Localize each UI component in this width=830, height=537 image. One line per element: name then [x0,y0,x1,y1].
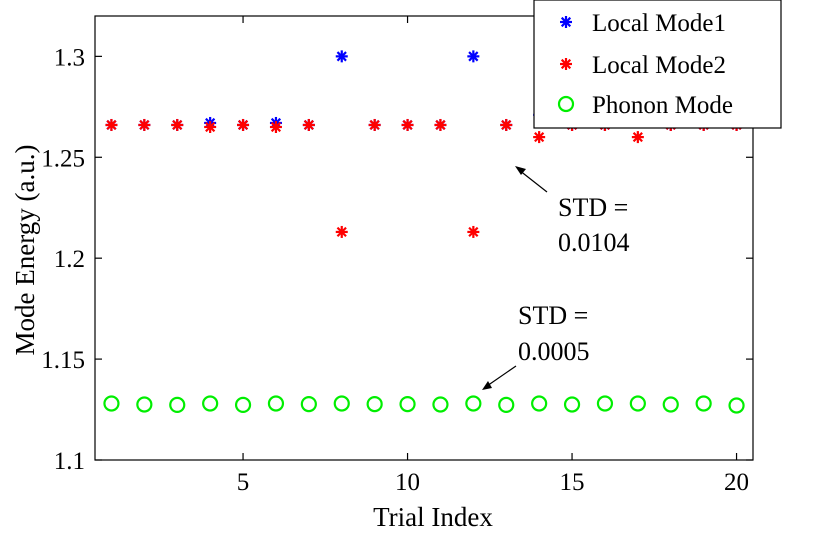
local-mode2-point [204,121,217,133]
legend-label-phonon-mode: Phonon Mode [592,92,733,119]
local-mode2-point [302,118,315,131]
phonon-mode-point [563,396,581,413]
local-mode2-point [269,121,282,133]
phonon-mode-point [728,397,745,414]
phonon-mode-point [432,396,449,413]
std-value-phonon: 0.0005 [518,337,590,366]
local-mode2-point [237,118,250,131]
local-mode2-point [467,225,480,238]
local-mode1-point [467,50,480,63]
local-mode1-point [335,50,348,63]
std-arrow-local-head [515,166,526,175]
y-tick-label: 1.15 [41,347,85,374]
phonon-mode-point [596,395,614,412]
phonon-mode-point [662,396,679,413]
y-axis-title: Mode Energy (a.u.) [10,145,40,356]
y-tick-label: 1.25 [41,145,85,172]
phonon-mode-point [465,395,482,412]
y-tick-label: 1.2 [54,246,85,273]
std-arrow-phonon-shaft [486,365,517,387]
x-tick-label: 10 [395,469,420,496]
local-mode2-point [500,118,513,131]
legend-label-local-mode1: Local Mode1 [592,10,726,37]
std-arrow-phonon-head [482,381,492,390]
phonon-mode-point [103,395,120,412]
y-tick-label: 1.3 [54,44,85,71]
x-tick-label: 20 [724,469,749,496]
legend-box [533,0,782,129]
local-mode2-point [434,118,447,131]
local-mode2-point [533,131,546,144]
y-tick-label: 1.1 [54,448,85,475]
legend-label-local-mode2: Local Mode2 [592,52,726,79]
phonon-mode-point [531,395,548,412]
legend: Local Mode1 Local Mode2 Phonon Mode [533,0,782,129]
x-tick-label: 5 [237,469,250,496]
local-mode2-point [401,118,414,131]
std-label-local: STD = [558,193,628,222]
axis-ticks: 5 10 15 20 1.1 1.15 1.2 1.25 1.3 [41,16,753,496]
phonon-mode-point [629,395,646,412]
phonon-mode-point [267,395,285,412]
phonon-mode-point [202,395,219,412]
phonon-mode-point [234,396,252,414]
phonon-mode-point [498,396,515,414]
std-value-local: 0.0104 [558,228,630,257]
legend-marker-local-mode2 [560,58,572,70]
phonon-mode-point [333,395,350,412]
local-mode2-point [368,118,381,131]
legend-marker-local-mode1 [560,16,572,28]
phonon-mode-point [136,396,153,413]
x-axis-title: Trial Index [373,502,493,532]
legend-marker-phonon-mode [557,95,575,113]
phonon-mode-point [366,395,383,413]
phonon-mode-point [399,395,416,413]
local-mode2-point [171,118,184,131]
phonon-mode-point [300,395,317,413]
local-mode2-point [335,225,348,238]
local-mode2-point [631,131,644,144]
std-arrow-local-shaft [518,169,548,193]
std-label-phonon: STD = [518,301,588,330]
phonon-mode-point [695,395,712,412]
x-tick-label: 15 [560,469,585,496]
local-mode2-point [105,118,118,131]
local-mode2-point [138,118,151,131]
phonon-mode-point [169,396,186,414]
